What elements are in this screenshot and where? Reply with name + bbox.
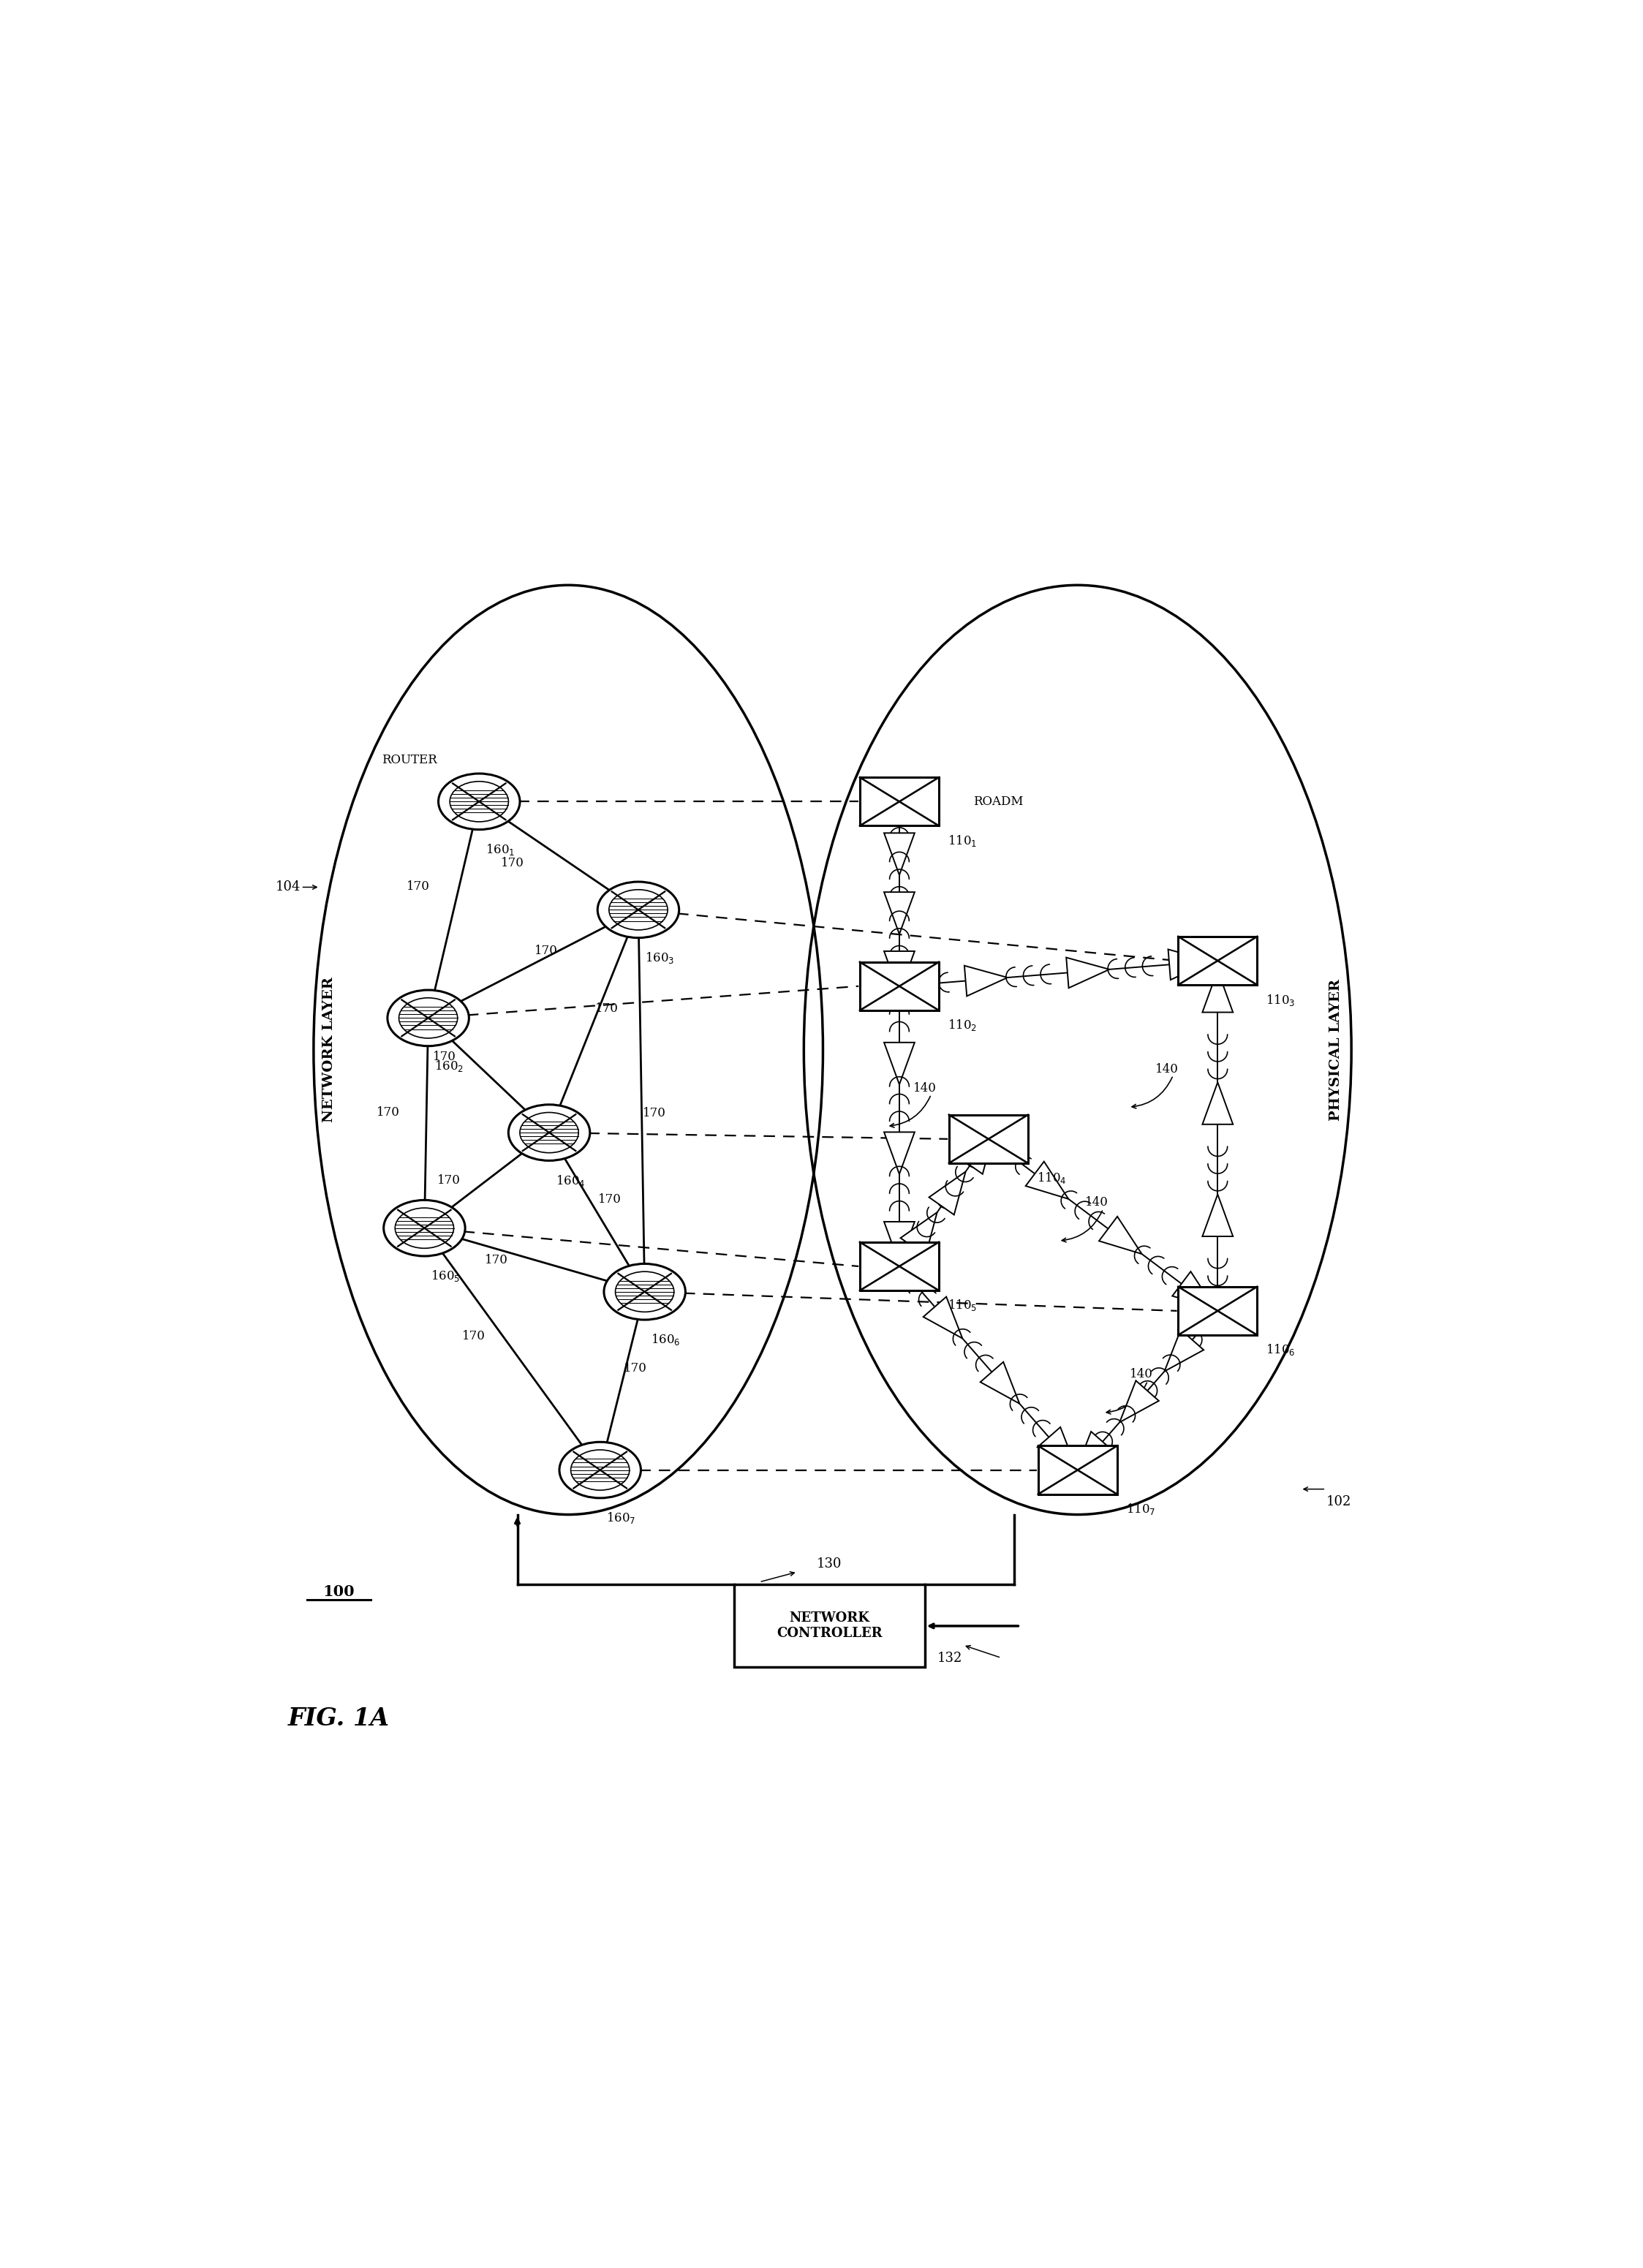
Text: 104: 104 [276,880,301,894]
Polygon shape [1203,1195,1232,1236]
Text: 170: 170 [462,1329,486,1343]
Polygon shape [1165,1329,1204,1372]
Polygon shape [1168,950,1211,980]
Polygon shape [1025,1161,1068,1200]
Text: ROUTER: ROUTER [381,753,437,767]
Text: 110$_{5}$: 110$_{5}$ [948,1297,978,1313]
Polygon shape [923,1297,963,1338]
Ellipse shape [605,1263,685,1320]
Polygon shape [958,1132,994,1175]
Bar [734,1585,925,1667]
Text: PHYSICAL LAYER: PHYSICAL LAYER [1329,980,1342,1120]
Text: 140: 140 [1130,1368,1153,1381]
Text: 140: 140 [1155,1064,1178,1075]
Bar [859,778,938,826]
Text: 110$_{4}$: 110$_{4}$ [1037,1170,1066,1186]
Text: 102: 102 [1326,1495,1351,1508]
Polygon shape [1203,1082,1232,1125]
Text: ROADM: ROADM [973,796,1024,807]
Polygon shape [884,832,915,875]
Text: 160$_{5}$: 160$_{5}$ [430,1268,460,1284]
Text: 170: 170 [501,857,524,869]
Polygon shape [884,950,915,993]
Polygon shape [1099,1216,1142,1254]
Bar [950,1116,1029,1163]
Text: 160$_{4}$: 160$_{4}$ [555,1173,585,1188]
Text: 170: 170 [595,1002,618,1014]
Polygon shape [928,1173,966,1216]
Text: NETWORK
CONTROLLER: NETWORK CONTROLLER [777,1613,882,1640]
Ellipse shape [388,991,468,1046]
Text: 140: 140 [914,1082,937,1093]
Polygon shape [1066,957,1109,989]
Text: 140: 140 [1084,1198,1109,1209]
Text: 160$_{1}$: 160$_{1}$ [486,841,514,857]
Polygon shape [964,966,1007,996]
Text: 160$_{3}$: 160$_{3}$ [644,950,674,966]
Text: 160$_{2}$: 160$_{2}$ [434,1059,463,1073]
Text: 110$_{6}$: 110$_{6}$ [1267,1343,1296,1356]
Text: 110$_{2}$: 110$_{2}$ [948,1018,978,1032]
Polygon shape [1173,1272,1216,1309]
Ellipse shape [598,882,679,937]
Bar [859,962,938,1009]
Polygon shape [1037,1427,1076,1470]
Text: 160$_{7}$: 160$_{7}$ [606,1510,636,1526]
Bar [1178,937,1257,984]
Polygon shape [1075,1431,1114,1474]
Text: 170: 170 [642,1107,665,1120]
Polygon shape [884,1043,915,1084]
Text: 170: 170 [406,880,430,891]
Polygon shape [884,1132,915,1175]
Polygon shape [884,891,915,934]
Ellipse shape [559,1442,641,1499]
Text: NETWORK LAYER: NETWORK LAYER [322,978,335,1123]
Bar [1038,1445,1117,1495]
Bar [1178,1286,1257,1336]
Text: 100: 100 [324,1585,355,1599]
Text: 130: 130 [817,1558,841,1572]
Text: 170: 170 [534,946,557,957]
Text: 170: 170 [598,1193,621,1207]
Text: 170: 170 [437,1175,460,1186]
Text: 170: 170 [376,1107,399,1118]
Polygon shape [981,1363,1020,1404]
Text: 170: 170 [485,1254,508,1266]
Polygon shape [1203,971,1232,1012]
Bar [859,1243,938,1290]
Ellipse shape [508,1105,590,1161]
Text: 132: 132 [938,1651,963,1665]
Text: FIG. 1A: FIG. 1A [288,1706,389,1730]
Text: 110$_{3}$: 110$_{3}$ [1267,993,1296,1007]
Text: 170: 170 [623,1363,647,1374]
Ellipse shape [439,773,519,830]
Ellipse shape [383,1200,465,1256]
Text: 110$_{1}$: 110$_{1}$ [948,832,978,848]
Text: 160$_{6}$: 160$_{6}$ [651,1334,680,1347]
Polygon shape [900,1213,937,1256]
Text: 170: 170 [432,1050,457,1064]
Polygon shape [884,1222,915,1263]
Text: 110$_{7}$: 110$_{7}$ [1125,1501,1155,1517]
Polygon shape [1119,1381,1158,1422]
